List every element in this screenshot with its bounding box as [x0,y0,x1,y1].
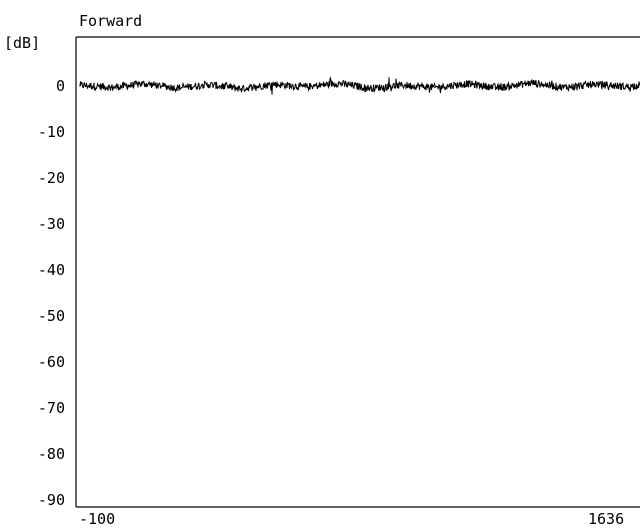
y-tick-label: -60 [38,353,65,371]
series-point [498,87,500,89]
series-point [240,88,242,90]
x-tick-labels: -100 1636 [79,510,624,528]
y-tick-label: -20 [38,169,65,187]
series-point [272,83,275,85]
series-point [176,87,178,89]
series-point [434,86,436,88]
series-point [143,83,146,85]
series-point [627,86,630,88]
y-tick-label: -70 [38,399,65,417]
x-tick-label: -100 [79,510,115,528]
y-tick-label: -30 [38,215,65,233]
response-trace [79,76,640,95]
series-point [595,83,597,85]
series-point [208,84,210,86]
y-tick-label: 0 [56,77,65,95]
series-point [466,83,468,85]
x-tick-label: 1636 [588,510,624,528]
y-tick-labels: 0 -10 -20 -30 -40 -50 -60 -70 -80 -90 [38,77,65,509]
series-points [79,82,640,90]
series-point [531,82,533,84]
series-point [402,84,404,86]
y-axis-label: [dB] [4,34,40,52]
y-tick-label: -10 [38,123,65,141]
y-tick-label: -80 [38,445,65,463]
series-point [305,86,307,88]
series-point [79,84,81,86]
series-point [638,84,640,86]
chart-title: Forward [79,12,142,30]
series-point [563,86,565,88]
y-tick-label: -40 [38,261,65,279]
y-tick-label: -90 [38,491,65,509]
series-point [369,87,371,89]
series-point [111,86,113,88]
series-point [337,82,339,84]
y-tick-label: -50 [38,307,65,325]
